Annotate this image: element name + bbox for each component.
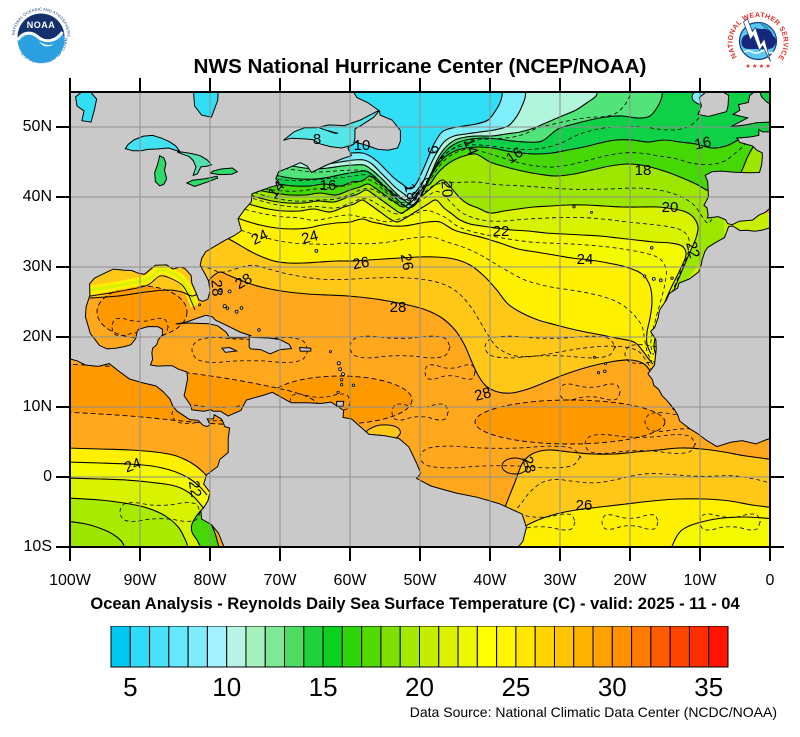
svg-text:28: 28 — [232, 270, 255, 293]
svg-text:22: 22 — [493, 223, 510, 240]
svg-text:30: 30 — [598, 672, 627, 702]
svg-text:18: 18 — [400, 182, 421, 203]
svg-text:5: 5 — [123, 672, 137, 702]
svg-text:28: 28 — [473, 384, 494, 405]
svg-text:20: 20 — [437, 180, 455, 198]
svg-text:16: 16 — [320, 177, 337, 194]
svg-text:24: 24 — [249, 226, 271, 248]
svg-text:24: 24 — [300, 227, 321, 248]
svg-text:20: 20 — [405, 672, 434, 702]
svg-text:20: 20 — [662, 199, 679, 216]
svg-text:16: 16 — [693, 133, 713, 153]
svg-text:26: 26 — [576, 497, 593, 514]
svg-text:9: 9 — [423, 144, 441, 155]
svg-text:22: 22 — [185, 479, 205, 498]
svg-text:15: 15 — [309, 672, 338, 702]
svg-text:NOAA: NOAA — [27, 20, 56, 30]
svg-text:10: 10 — [212, 672, 241, 702]
svg-text:28: 28 — [518, 455, 539, 476]
svg-text:35: 35 — [694, 672, 723, 702]
svg-text:24: 24 — [122, 455, 143, 477]
svg-text:25: 25 — [501, 672, 530, 702]
svg-text:18: 18 — [635, 162, 652, 179]
svg-text:24: 24 — [577, 251, 594, 268]
svg-text:28: 28 — [390, 299, 407, 316]
svg-text:10: 10 — [354, 137, 371, 154]
svg-text:26: 26 — [397, 252, 417, 271]
svg-text:26: 26 — [351, 254, 370, 274]
svg-text:22: 22 — [682, 240, 703, 261]
svg-text:28: 28 — [207, 279, 225, 297]
svg-text:14: 14 — [460, 136, 482, 157]
svg-text:16: 16 — [503, 144, 526, 167]
svg-text:8: 8 — [313, 131, 321, 148]
